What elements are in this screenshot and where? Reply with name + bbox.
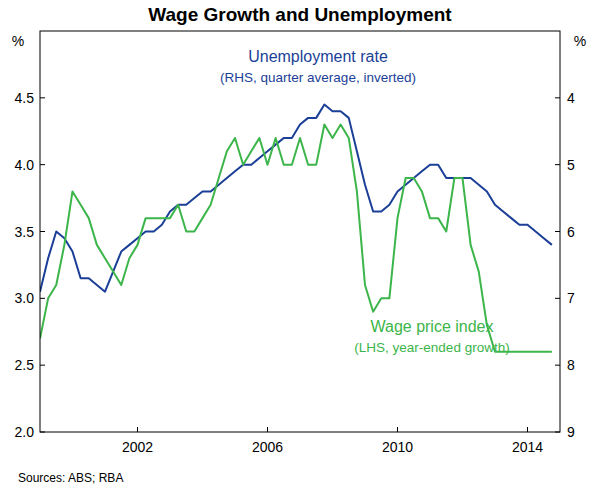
source-note: Sources: ABS; RBA [18,471,123,485]
y-tick [40,231,45,232]
y2-tick-label: 5 [567,157,575,173]
plot-lines [40,105,552,352]
series-label: Wage price index [370,318,493,335]
series-line [40,105,552,292]
y2-tick-label: 8 [567,357,575,373]
y2-tick [555,164,560,165]
y2-axis-label: % [574,33,586,49]
y2-tick-label: 9 [567,424,575,440]
y-tick-label: 3.0 [15,290,35,306]
x-tick-label: 2002 [122,439,153,455]
x-tick [397,427,398,432]
y-tick-label: 3.5 [15,224,35,240]
y-axis-label: % [12,33,24,49]
chart: Wage Growth and Unemployment%% 2.0 2.5 3.0 3… [0,0,600,492]
x-tick [137,427,138,432]
y2-tick [555,97,560,98]
y2-tick-label: 6 [567,224,575,240]
annotation: (RHS, quarter average, inverted) [220,70,416,85]
y-tick [40,164,45,165]
y-tick-label: 4.0 [15,157,35,173]
x-tick-label: 2006 [252,439,283,455]
x-tick [267,427,268,432]
x-tick-label: 2010 [382,439,413,455]
y2-tick-label: 7 [567,290,575,306]
y-tick-label: 2.0 [15,424,35,440]
x-tick-label: 2014 [512,439,543,455]
y2-tick [555,365,560,366]
x-tick [527,427,528,432]
title: Wage Growth and Unemployment [148,4,452,25]
annotation: (LHS, year-ended growth) [354,340,509,355]
y-tick [40,298,45,299]
y2-tick [555,298,560,299]
y-tick [40,365,45,366]
y-tick [40,97,45,98]
series-line [40,125,552,352]
series-label: Unemployment rate [248,48,388,65]
y-tick-label: 4.5 [15,90,35,106]
y2-tick [555,231,560,232]
y-tick-label: 2.5 [15,357,35,373]
y2-tick-label: 4 [567,90,575,106]
plot-frame [40,31,560,432]
